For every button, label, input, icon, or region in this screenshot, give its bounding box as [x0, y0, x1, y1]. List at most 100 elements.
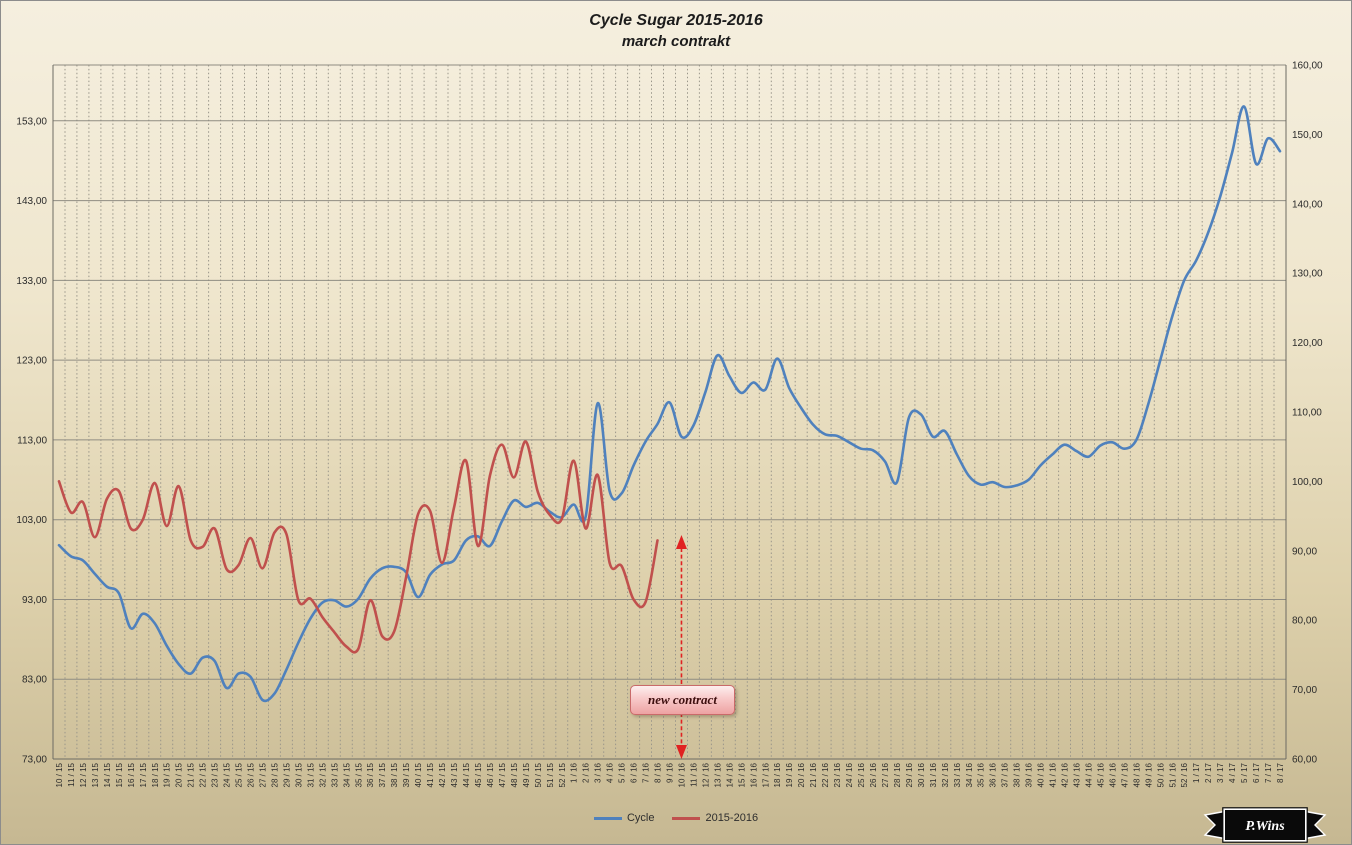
x-axis-tick-label: 35 / 16 — [977, 762, 986, 787]
x-axis-tick-label: 15 / 15 — [115, 762, 124, 787]
x-axis-tick-label: 40 / 16 — [1037, 762, 1046, 787]
x-axis-tick-label: 16 / 16 — [749, 762, 758, 787]
x-axis-tick-label: 28 / 16 — [893, 762, 902, 787]
x-axis-tick-label: 20 / 16 — [797, 762, 806, 787]
new-contract-arrow — [675, 535, 687, 759]
left-axis-tick-label: 143,00 — [16, 196, 47, 207]
x-axis-tick-label: 28 / 15 — [271, 762, 280, 787]
x-axis-tick-label: 4 / 16 — [606, 762, 615, 783]
right-axis-tick-label: 80,00 — [1292, 616, 1317, 627]
right-axis-tick-label: 100,00 — [1292, 477, 1323, 488]
x-axis-tick-label: 33 / 15 — [330, 762, 339, 787]
x-axis-tick-label: 19 / 15 — [163, 762, 172, 787]
x-axis-tick-label: 30 / 16 — [917, 762, 926, 787]
x-axis-tick-label: 42 / 15 — [438, 762, 447, 787]
chart-title-line2: march contrakt — [621, 32, 731, 50]
left-axis-tick-label: 123,00 — [16, 356, 47, 367]
contract-line-swatch — [672, 816, 701, 820]
new-contract-callout: new contract — [629, 685, 735, 715]
x-axis-tick-label: 13 / 16 — [713, 762, 722, 787]
right-axis-tick-label: 120,00 — [1292, 338, 1323, 349]
x-axis-tick-label: 48 / 16 — [1132, 762, 1141, 787]
right-axis-tick-label: 90,00 — [1292, 546, 1317, 557]
x-axis-tick-label: 34 / 16 — [965, 762, 974, 787]
x-axis-tick-label: 33 / 16 — [953, 762, 962, 787]
x-axis-tick-label: 43 / 15 — [450, 762, 459, 787]
pwins-logo-text: P.Wins — [1245, 819, 1285, 834]
x-axis-tick-label: 19 / 16 — [785, 762, 794, 787]
x-axis-tick-label: 23 / 15 — [211, 762, 220, 787]
x-axis-tick-label: 22 / 15 — [199, 762, 208, 787]
legend-item-cycle: Cycle — [593, 812, 655, 824]
left-axis-tick-label: 103,00 — [16, 515, 47, 526]
x-axis-tick-label: 5 / 17 — [1240, 762, 1249, 783]
x-axis-tick-label: 21 / 16 — [809, 762, 818, 787]
right-axis-tick-label: 70,00 — [1292, 685, 1317, 696]
pwins-logo-ribbon: P.Wins — [1203, 807, 1327, 843]
x-axis-tick-label: 27 / 16 — [881, 762, 890, 787]
x-axis-tick-label: 8 / 16 — [654, 762, 663, 783]
x-axis-tick-label: 7 / 17 — [1264, 762, 1273, 783]
x-axis-tick-label: 48 / 15 — [510, 762, 519, 787]
x-axis-tick-label: 22 / 16 — [821, 762, 830, 787]
left-axis-tick-label: 133,00 — [16, 276, 47, 287]
chart-title-line1: Cycle Sugar 2015-2016 — [589, 12, 763, 29]
x-axis-tick-label: 44 / 15 — [462, 762, 471, 787]
x-axis-tick-label: 31 / 15 — [306, 762, 315, 787]
x-axis-tick-label: 50 / 16 — [1156, 762, 1165, 787]
left-axis-labels: 73,00 83,00 93,00 103,00 113,00 123,00 133,00 1… — [16, 116, 47, 765]
x-axis-tick-label: 46 / 15 — [486, 762, 495, 787]
left-axis-tick-label: 73,00 — [22, 755, 47, 766]
x-axis-tick-label: 15 / 16 — [737, 762, 746, 787]
x-axis-tick-label: 26 / 16 — [869, 762, 878, 787]
x-axis-tick-label: 36 / 15 — [366, 762, 375, 787]
legend-label-2015-2016: 2015-2016 — [705, 812, 759, 824]
right-axis-tick-label: 130,00 — [1292, 269, 1323, 280]
x-axis-tick-label: 47 / 16 — [1120, 762, 1129, 787]
x-axis-tick-label: 24 / 15 — [223, 762, 232, 787]
x-axis-tick-label: 4 / 17 — [1228, 762, 1237, 783]
x-axis-tick-label: 18 / 16 — [773, 762, 782, 787]
x-axis-tick-label: 25 / 16 — [857, 762, 866, 787]
legend-item-2015-2016: 2015-2016 — [672, 812, 758, 824]
2015-2016-series-line — [57, 440, 659, 654]
x-axis-tick-label: 38 / 15 — [390, 762, 399, 787]
ribbon-outline — [1222, 807, 1308, 843]
right-axis-tick-label: 150,00 — [1292, 130, 1323, 141]
x-axis-tick-label: 7 / 16 — [642, 762, 651, 783]
x-axis-tick-label: 9 / 16 — [666, 762, 675, 783]
x-axis-tick-label: 38 / 16 — [1013, 762, 1022, 787]
x-axis-tick-label: 6 / 17 — [1252, 762, 1261, 783]
x-axis-tick-label: 30 / 15 — [294, 762, 303, 787]
chart-title: Cycle Sugar 2015-2016 march contrakt — [1, 10, 1351, 52]
x-axis-tick-label: 41 / 15 — [426, 762, 435, 787]
pwins-logo: P.Wins — [1203, 807, 1327, 844]
left-axis-tick-label: 93,00 — [22, 595, 47, 606]
horizontal-gridlines — [53, 64, 1286, 760]
x-axis-tick-label: 52 / 16 — [1180, 762, 1189, 787]
x-axis-tick-label: 44 / 16 — [1085, 762, 1094, 787]
x-axis-tick-label: 2 / 17 — [1204, 762, 1213, 783]
x-axis-tick-label: 12 / 16 — [701, 762, 710, 787]
x-axis-tick-label: 51 / 15 — [546, 762, 555, 787]
x-axis-tick-label: 36 / 16 — [989, 762, 998, 787]
x-axis-tick-label: 42 / 16 — [1061, 762, 1070, 787]
x-axis-tick-label: 13 / 15 — [91, 762, 100, 787]
x-axis-tick-label: 41 / 16 — [1049, 762, 1058, 787]
x-axis-tick-label: 14 / 15 — [103, 762, 112, 787]
x-axis-tick-label: 20 / 15 — [175, 762, 184, 787]
right-axis-tick-label: 140,00 — [1292, 199, 1323, 210]
new-contract-label: new contract — [647, 692, 717, 707]
x-axis-tick-label: 17 / 15 — [139, 762, 148, 787]
x-axis-tick-label: 18 / 15 — [151, 762, 160, 787]
legend-label-cycle: Cycle — [626, 812, 655, 824]
x-axis-tick-label: 8 / 17 — [1276, 762, 1285, 783]
x-axis-tick-label: 37 / 15 — [378, 762, 387, 787]
x-axis-tick-label: 1 / 16 — [570, 762, 579, 783]
right-axis-tick-label: 60,00 — [1292, 755, 1317, 766]
x-axis-tick-label: 32 / 15 — [318, 762, 327, 787]
x-axis-tick-label: 10 / 15 — [55, 762, 64, 787]
x-axis-tick-label: 45 / 16 — [1097, 762, 1106, 787]
